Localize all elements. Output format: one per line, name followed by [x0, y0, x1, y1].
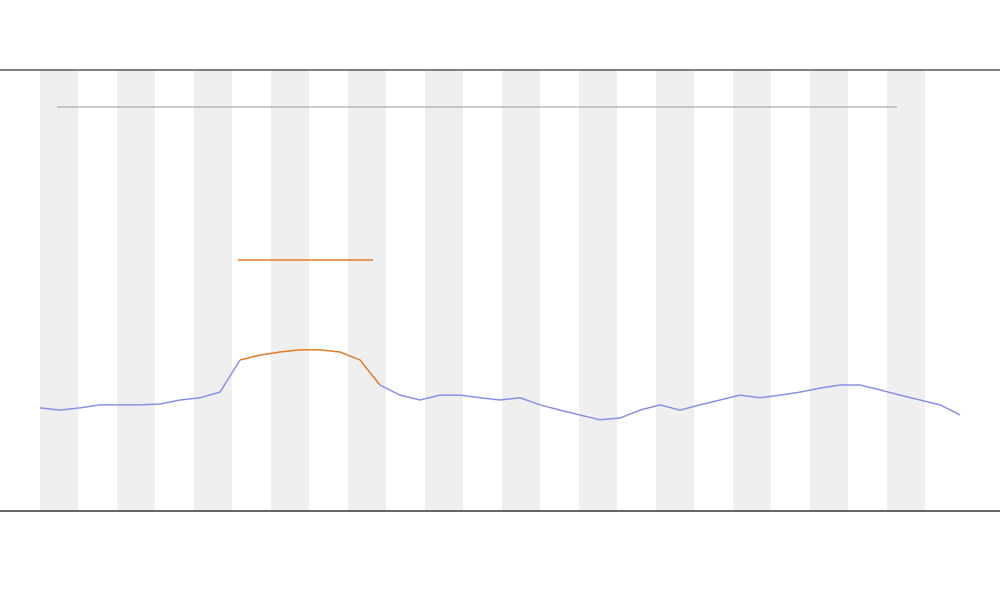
band	[194, 71, 232, 510]
band	[579, 71, 617, 510]
band	[271, 71, 309, 510]
band	[348, 71, 386, 510]
band	[810, 71, 848, 510]
series-line	[239, 349, 381, 386]
band	[117, 71, 155, 510]
background-bands	[40, 71, 925, 510]
band	[887, 71, 925, 510]
band	[502, 71, 540, 510]
band	[40, 71, 78, 510]
band	[425, 71, 463, 510]
band	[656, 71, 694, 510]
series-line	[39, 359, 961, 421]
band	[733, 71, 771, 510]
